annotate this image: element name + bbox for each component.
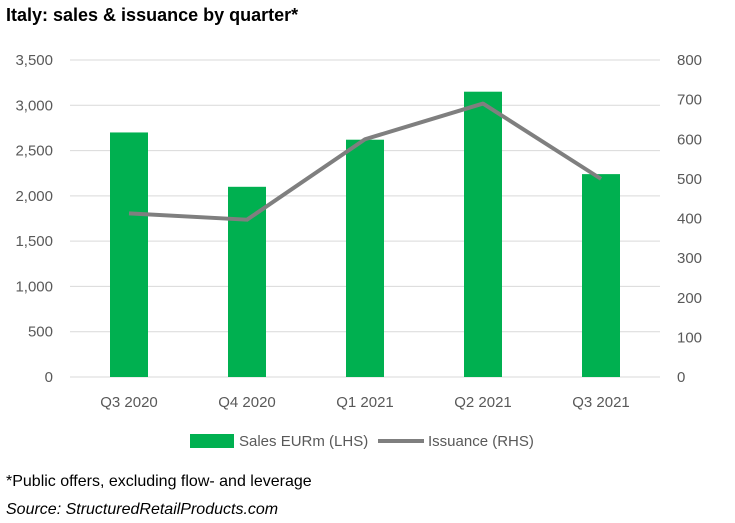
x-axis: Q3 2020 Q4 2020 Q1 2021 Q2 2021 Q3 2021 xyxy=(100,394,630,411)
right-tick-label: 200 xyxy=(677,290,702,307)
source-note: Source: StructuredRetailProducts.com xyxy=(6,501,279,518)
x-tick-label: Q3 2021 xyxy=(572,394,630,411)
x-tick-label: Q3 2020 xyxy=(100,394,158,411)
bar-q3-2021 xyxy=(582,174,620,377)
line-series xyxy=(128,101,603,222)
footnote: *Public offers, excluding flow- and leve… xyxy=(6,473,312,490)
left-axis: 0 500 1,000 1,500 2,000 2,500 3,000 3,500 xyxy=(15,52,53,386)
legend-swatch-sales xyxy=(190,434,234,448)
x-tick-label: Q2 2021 xyxy=(454,394,512,411)
chart-title: Italy: sales & issuance by quarter* xyxy=(6,5,299,25)
left-tick-label: 1,000 xyxy=(15,278,53,295)
left-tick-label: 1,500 xyxy=(15,233,53,250)
combo-chart: 0 500 1,000 1,500 2,000 2,500 3,000 3,500 0 100 2… xyxy=(15,52,702,450)
right-tick-label: 800 xyxy=(677,52,702,69)
bar-q4-2020 xyxy=(228,186,266,377)
legend-label-sales: Sales EURm (LHS) xyxy=(239,433,368,450)
legend-label-issuance: Issuance (RHS) xyxy=(428,433,534,450)
right-tick-label: 600 xyxy=(677,131,702,148)
right-tick-label: 500 xyxy=(677,171,702,188)
legend: Sales EURm (LHS) Issuance (RHS) xyxy=(190,433,534,450)
left-tick-label: 2,500 xyxy=(15,143,53,160)
left-tick-label: 2,000 xyxy=(15,188,53,205)
left-tick-label: 3,500 xyxy=(15,52,53,69)
x-tick-label: Q1 2021 xyxy=(336,394,394,411)
right-tick-label: 100 xyxy=(677,329,702,346)
bar-q3-2020 xyxy=(110,132,148,377)
bar-series xyxy=(110,91,620,377)
right-tick-label: 400 xyxy=(677,211,702,228)
right-tick-label: 0 xyxy=(677,369,685,386)
right-tick-label: 300 xyxy=(677,250,702,267)
right-axis: 0 100 200 300 400 500 600 700 800 xyxy=(677,52,702,386)
bar-q1-2021 xyxy=(346,139,384,377)
left-tick-label: 0 xyxy=(45,369,53,386)
x-tick-label: Q4 2020 xyxy=(218,394,276,411)
bar-q2-2021 xyxy=(464,91,502,377)
left-tick-label: 3,000 xyxy=(15,97,53,114)
left-tick-label: 500 xyxy=(28,324,53,341)
right-tick-label: 700 xyxy=(677,92,702,109)
